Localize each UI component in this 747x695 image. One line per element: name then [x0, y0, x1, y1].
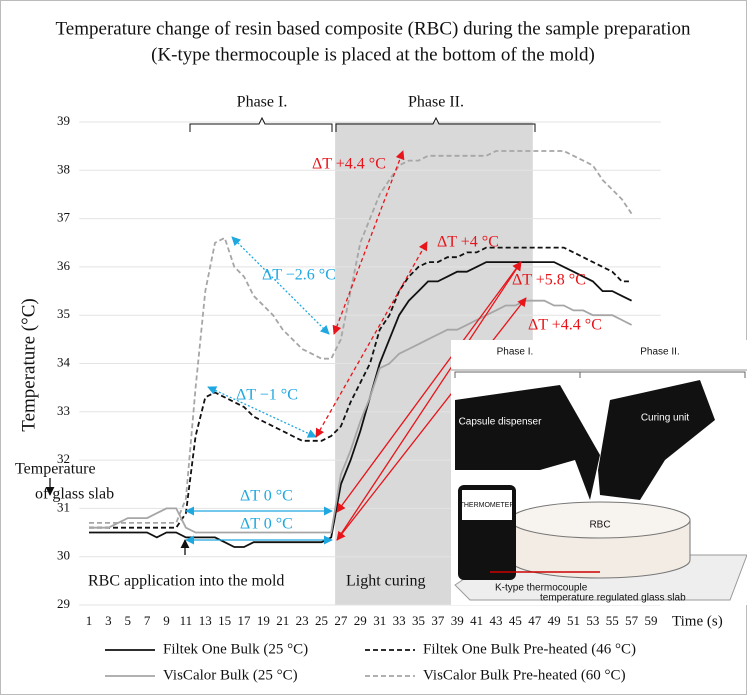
x-tick-label: 47	[528, 613, 542, 628]
curing-unit	[598, 380, 715, 500]
annotation-arrow	[336, 297, 527, 541]
annotation: ΔT 0 °C	[240, 488, 293, 505]
x-tick-label: 25	[315, 613, 328, 628]
legend-label: VisCalor Bulk Pre-heated (60 °C)	[423, 667, 626, 683]
legend-label: VisCalor Bulk (25 °C)	[163, 667, 298, 683]
annotation: RBC application into the mold	[88, 573, 284, 590]
annotation: of glass slab	[35, 486, 114, 503]
y-tick-label: 38	[57, 161, 70, 176]
x-tick-label: 37	[431, 613, 445, 628]
y-tick-label: 37	[57, 210, 71, 225]
annotation: Phase I.	[237, 94, 288, 111]
y-tick-label: 32	[57, 451, 70, 466]
capsule-dispenser	[455, 385, 600, 500]
inset-label: Capsule dispenser	[459, 417, 542, 428]
phase-bracket	[335, 116, 536, 132]
x-tick-label: 35	[412, 613, 425, 628]
annotation: ΔT +5.8 °C	[512, 272, 586, 289]
thermometer-screen	[462, 490, 512, 520]
y-tick-label: 39	[57, 113, 70, 128]
x-tick-label: 31	[373, 613, 386, 628]
annotation: ΔT −2.6 °C	[262, 267, 336, 284]
inset-label: K-type thermocouple	[495, 583, 588, 594]
inset-label: THERMOMETER	[460, 502, 515, 509]
x-tick-label: 9	[163, 613, 170, 628]
inset-label: Curing unit	[641, 413, 690, 424]
x-tick-label: 39	[451, 613, 464, 628]
x-tick-label: 29	[354, 613, 367, 628]
x-tick-label: 7	[144, 613, 151, 628]
y-tick-label: 34	[57, 354, 71, 369]
x-tick-label: 23	[296, 613, 309, 628]
inset: Phase I. Phase II. Capsule dispenser Curing…	[451, 340, 747, 605]
annotation-arrow	[231, 236, 330, 335]
annotation: ΔT +4.4 °C	[528, 317, 602, 334]
inset-label: temperature regulated glass slab	[540, 593, 686, 604]
x-tick-label: 1	[86, 613, 93, 628]
x-tick-label: 5	[125, 613, 132, 628]
x-tick-label: 51	[567, 613, 580, 628]
inset-bracket	[454, 371, 746, 378]
inset-label: Phase II.	[640, 347, 679, 358]
chart-subtitle: (K-type thermocouple is placed at the bo…	[151, 44, 595, 65]
x-tick-label: 43	[489, 613, 502, 628]
annotation: ΔT +4.4 °C	[312, 156, 386, 173]
x-tick-label: 41	[470, 613, 483, 628]
annotation-arrow	[332, 150, 405, 335]
x-tick-label: 33	[393, 613, 406, 628]
x-tick-label: 59	[645, 613, 658, 628]
x-tick-label: 57	[625, 613, 639, 628]
y-tick-label: 33	[57, 403, 70, 418]
x-tick-label: 55	[606, 613, 619, 628]
annotation: ΔT −1 °C	[236, 387, 298, 404]
x-tick-label: 45	[509, 613, 522, 628]
y-axis-label: Temperature (°C)	[18, 298, 39, 431]
x-tick-label: 27	[334, 613, 348, 628]
inset-label: Phase I.	[497, 347, 534, 358]
legend-label: Filtek One Bulk (25 °C)	[163, 641, 308, 657]
x-tick-label: 11	[180, 613, 193, 628]
x-tick-label: 13	[199, 613, 212, 628]
phase-bracket	[189, 116, 333, 132]
x-tick-label: 17	[238, 613, 252, 628]
y-tick-label: 31	[57, 499, 70, 514]
y-tick-label: 29	[57, 596, 70, 611]
y-tick-label: 30	[57, 548, 70, 563]
legend-label: Filtek One Bulk Pre-heated (46 °C)	[423, 641, 636, 657]
x-tick-label: 21	[276, 613, 289, 628]
annotation: Phase II.	[408, 94, 464, 111]
annotation: ΔT +4 °C	[437, 234, 499, 251]
inset-label: RBC	[589, 520, 610, 531]
annotation: ΔT 0 °C	[240, 516, 293, 533]
shaded-region-label: Light curing	[346, 573, 426, 590]
annotation: Temperature	[15, 461, 96, 478]
x-axis-label: Time (s)	[672, 613, 723, 629]
y-tick-label: 36	[57, 258, 71, 273]
x-tick-label: 49	[548, 613, 561, 628]
x-tick-label: 53	[586, 613, 599, 628]
x-tick-label: 3	[105, 613, 112, 628]
x-tick-label: 19	[257, 613, 270, 628]
annotation-arrow	[336, 261, 522, 541]
y-tick-label: 35	[57, 306, 70, 321]
x-tick-label: 15	[218, 613, 231, 628]
chart-title: Temperature change of resin based compos…	[56, 18, 691, 39]
